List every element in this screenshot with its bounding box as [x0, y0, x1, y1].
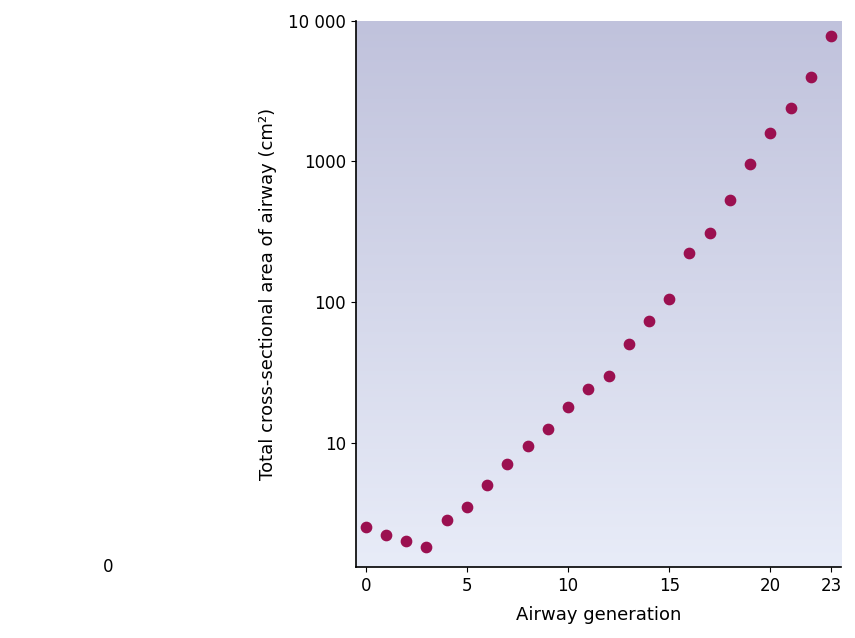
Y-axis label: Total cross-sectional area of airway (cm²): Total cross-sectional area of airway (cm…	[259, 108, 277, 480]
Point	[602, 371, 616, 381]
Point	[561, 402, 575, 412]
Point	[663, 294, 676, 304]
Point	[380, 530, 393, 540]
Point	[439, 516, 453, 526]
Point	[682, 248, 696, 258]
Point	[460, 501, 474, 512]
Point	[581, 384, 595, 394]
Point	[703, 228, 716, 238]
Point	[743, 159, 757, 169]
Point	[723, 195, 737, 205]
Point	[420, 542, 433, 553]
Point	[764, 128, 777, 138]
Point	[481, 480, 494, 490]
X-axis label: Airway generation: Airway generation	[516, 606, 681, 624]
Point	[541, 424, 555, 434]
Point	[399, 536, 413, 546]
Point	[804, 71, 817, 82]
Text: 0: 0	[103, 558, 113, 576]
Point	[622, 339, 635, 350]
Point	[359, 523, 373, 533]
Point	[642, 316, 656, 327]
Point	[784, 103, 798, 113]
Point	[500, 459, 514, 470]
Point	[824, 31, 838, 41]
Point	[521, 441, 534, 451]
